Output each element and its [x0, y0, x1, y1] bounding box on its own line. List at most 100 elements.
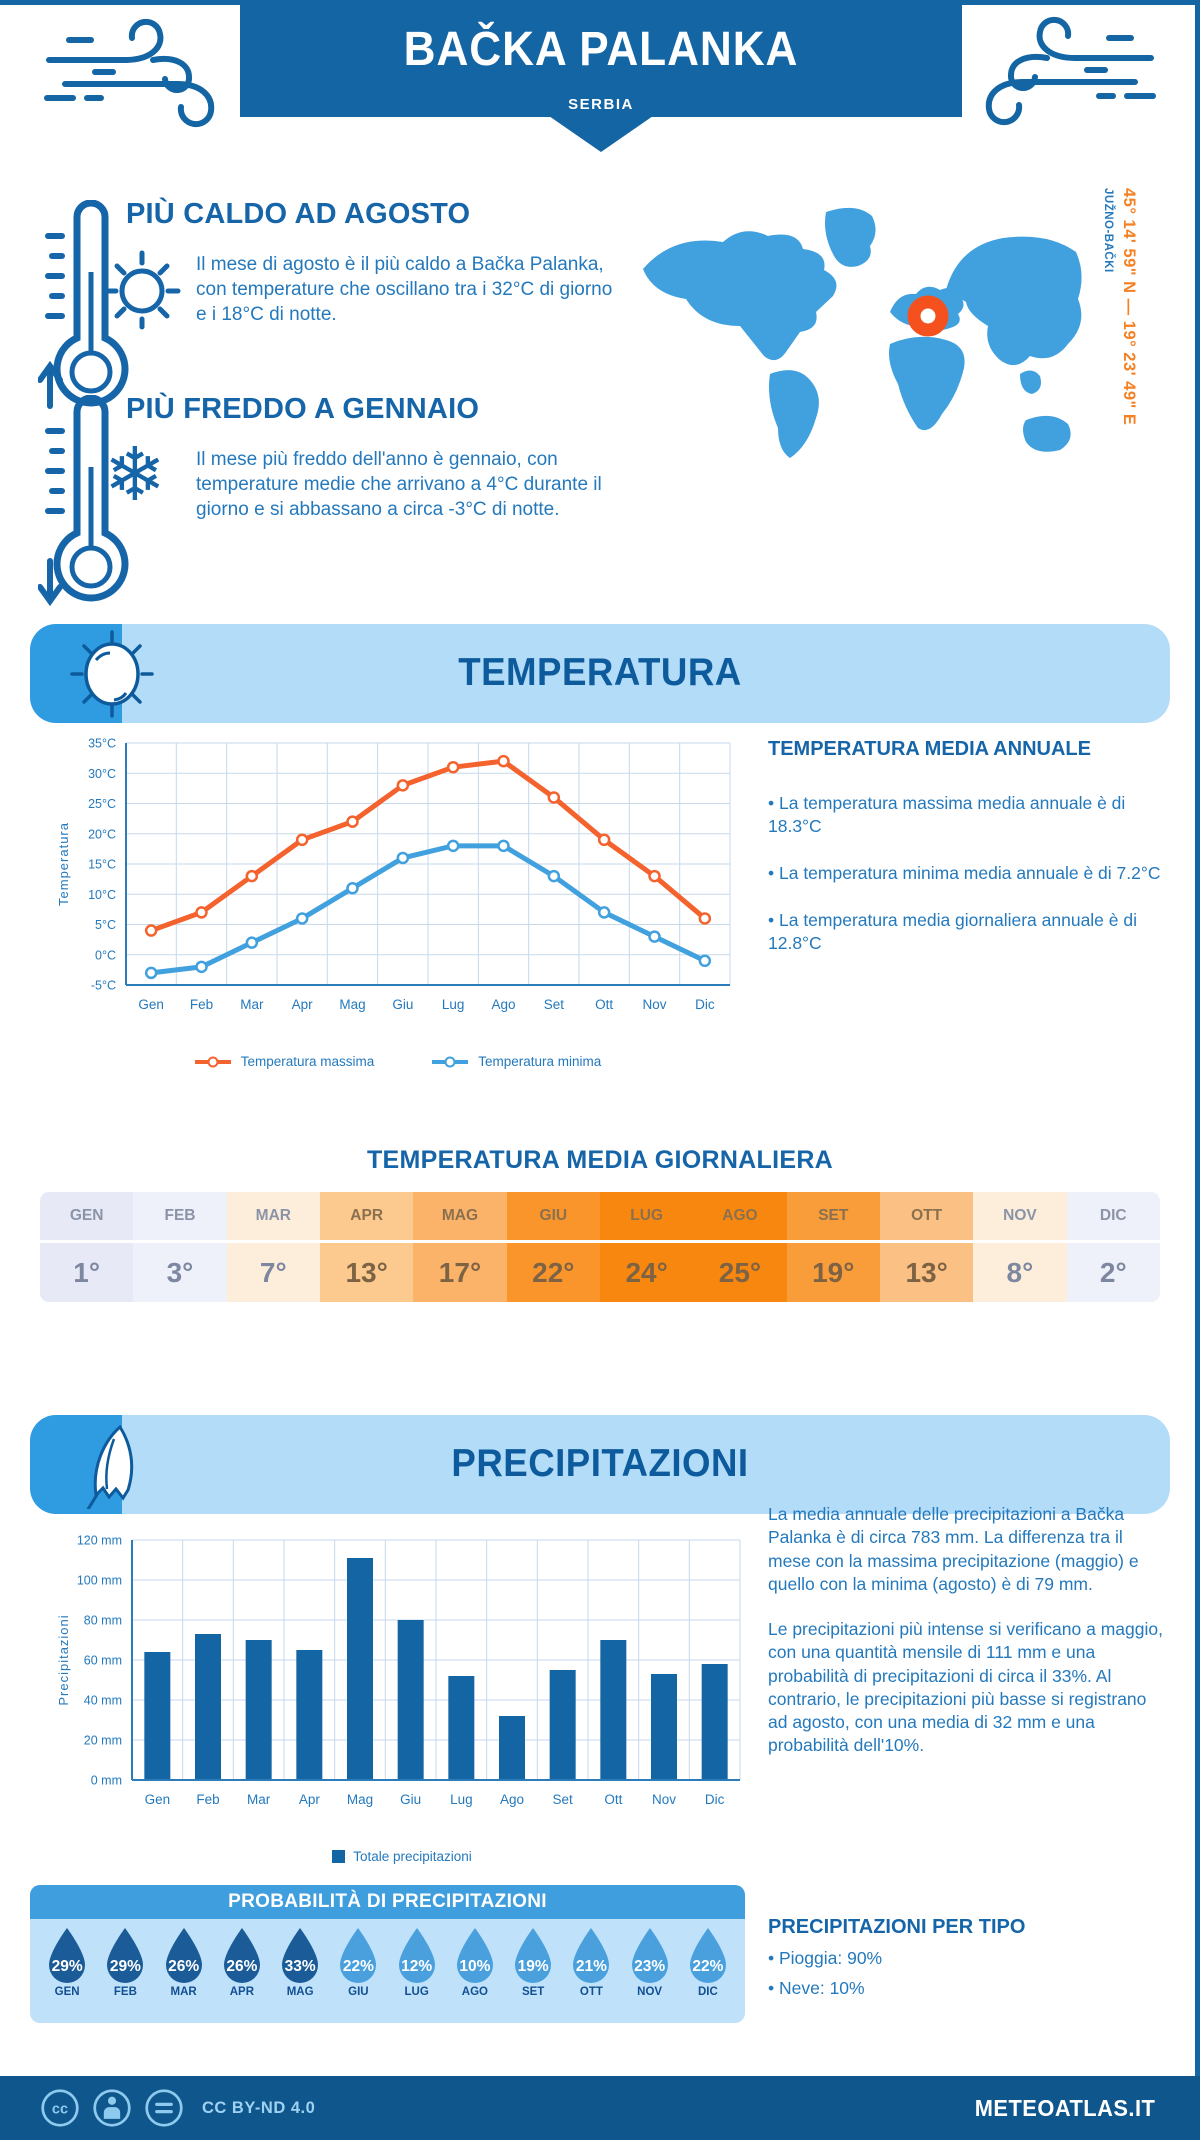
y-tick-label: 0°C [95, 948, 116, 962]
probability-value: 29% [109, 1958, 141, 1975]
probability-drop-column: 29% GEN [40, 1927, 94, 1998]
y-tick-label: 30°C [88, 767, 116, 781]
probability-month: AGO [461, 1986, 488, 1998]
legend-swatch [332, 1850, 346, 1863]
attribution-person-icon [93, 2089, 131, 2127]
precipitation-section-banner: PRECIPITAZIONI [30, 1415, 1170, 1514]
x-tick-label: Dic [695, 997, 715, 1012]
temp-table-column: DIC 2° [1066, 1192, 1160, 1302]
precipitation-paragraph: Le precipitazioni più intense si verific… [768, 1619, 1163, 1756]
probability-title: PROBABILITÀ DI PRECIPITAZIONI [30, 1885, 745, 1919]
y-axis-title: Precipitazioni [56, 1614, 71, 1705]
x-tick-label: Apr [299, 1792, 321, 1807]
chart-grid [131, 1539, 741, 1781]
probability-value: 12% [401, 1958, 433, 1975]
legend-item: Temperatura massima [193, 1054, 375, 1069]
coordinates-label: 45° 14' 59" N — 19° 23' 49" E [1120, 188, 1138, 426]
x-tick-label: Nov [642, 997, 666, 1012]
temperature-chart-legend: Temperatura massima Temperatura minima [52, 1054, 742, 1069]
legend-label: Temperatura minima [478, 1054, 602, 1069]
temp-table-month: LUG [599, 1192, 694, 1243]
x-tick-label: Mag [347, 1792, 373, 1807]
temp-table-month: GIU [506, 1192, 600, 1243]
data-point [295, 912, 309, 925]
page-right-border [1195, 0, 1200, 2076]
cold-highlight-title: PIÙ FREDDO A GENNAIO [126, 393, 480, 425]
temp-table-column: NOV 8° [973, 1192, 1067, 1302]
y-tick-label: -5°C [91, 979, 116, 993]
probability-drop-column: 26% APR [215, 1927, 269, 1998]
warm-highlight-text: Il mese di agosto è il più caldo a Bačka… [196, 254, 613, 326]
probability-month: MAR [170, 1986, 197, 1998]
probability-month: MAG [286, 1986, 314, 1998]
page-subtitle: SERBIA [568, 96, 634, 113]
annual-bullet: • La temperatura media giornaliera annua… [768, 910, 1137, 954]
temperature-chart-block: -5°C 0°C 5°C 10°C 15°C 20°C 25°C 30°C 35°C Gen Feb… [52, 733, 742, 1069]
legend-label: Totale precipitazioni [353, 1849, 472, 1864]
bar [651, 1674, 677, 1780]
world-map [643, 207, 1082, 458]
probability-value: 26% [226, 1958, 258, 1975]
sun-icon [70, 630, 154, 718]
data-point [346, 881, 359, 895]
x-tick-label: Set [544, 997, 565, 1012]
precipitation-type-title: PRECIPITAZIONI PER TIPO [768, 1916, 1026, 1938]
cc-icon: cc [41, 2089, 79, 2127]
data-point [446, 839, 460, 853]
x-tick-label: Mar [240, 997, 264, 1012]
x-tick-label: Ott [604, 1792, 622, 1807]
probability-drop-column: 21% OTT [564, 1927, 618, 1998]
x-tick-label: Lug [442, 997, 465, 1012]
bar [549, 1670, 576, 1780]
x-tick-label: Feb [190, 997, 213, 1012]
precipitation-type-bullet: • Neve: 10% [768, 1978, 865, 1998]
probability-value: 10% [459, 1958, 491, 1975]
legend-label: Temperatura massima [240, 1054, 375, 1069]
raindrop-icon: 26% [163, 1927, 205, 1983]
data-point [698, 912, 712, 925]
y-tick-label: 0 mm [91, 1774, 122, 1788]
probability-value: 19% [517, 1958, 549, 1975]
temp-table-month: DIC [1066, 1192, 1160, 1243]
data-point [295, 833, 309, 847]
temp-table-column: AGO 25° [693, 1192, 787, 1302]
temp-table-value: 13° [905, 1256, 948, 1288]
data-point [648, 869, 661, 883]
probability-month: NOV [637, 1986, 663, 1998]
probability-drops: 29% GEN 29% FEB 26% MAR 26% APR 33% MAG 22% GIU 12% L… [30, 1919, 745, 1998]
raindrop-shape [49, 1928, 86, 1983]
x-tick-label: Apr [292, 997, 314, 1012]
temp-table-column: GEN 1° [40, 1192, 134, 1302]
annual-temperature-bullets: • La temperatura massima media annuale è… [768, 792, 1170, 979]
thermometer-down-icon [38, 395, 129, 607]
y-tick-label: 20°C [88, 827, 116, 841]
bar [347, 1558, 373, 1780]
data-point [497, 839, 510, 853]
temp-table-column: MAR 7° [226, 1192, 320, 1302]
probability-month: OTT [579, 1986, 603, 1998]
y-tick-label: 120 mm [77, 1534, 122, 1548]
probability-value: 22% [342, 1958, 374, 1975]
temp-table-column: MAG 17° [413, 1192, 507, 1302]
region-label: JUŽNO-BAČKI [1102, 188, 1114, 273]
temp-table-value: 3° [166, 1256, 194, 1288]
wind-icon [44, 18, 215, 128]
probability-value: 29% [51, 1958, 83, 1975]
brand-label: METEOATLAS.IT [974, 2094, 1156, 2121]
cold-highlight-text: Il mese più freddo dell'anno è gennaio, … [196, 449, 602, 521]
data-point [195, 960, 208, 974]
raindrop-shape [515, 1928, 552, 1983]
series-line [148, 843, 708, 976]
x-tick-label: Dic [705, 1792, 725, 1807]
annual-bullet: • La temperatura massima media annuale è… [768, 793, 1126, 837]
temp-table-month: OTT [879, 1192, 974, 1243]
probability-month: LUG [404, 1986, 429, 1998]
daily-mean-title: TEMPERATURA MEDIA GIORNALIERA [366, 1146, 834, 1174]
series-line [148, 758, 708, 934]
raindrop-icon: 26% [221, 1927, 263, 1983]
bar [144, 1652, 171, 1780]
raindrop-icon: 33% [279, 1927, 321, 1983]
probability-value: 22% [692, 1958, 724, 1975]
data-point [446, 760, 460, 774]
data-point [396, 779, 410, 792]
